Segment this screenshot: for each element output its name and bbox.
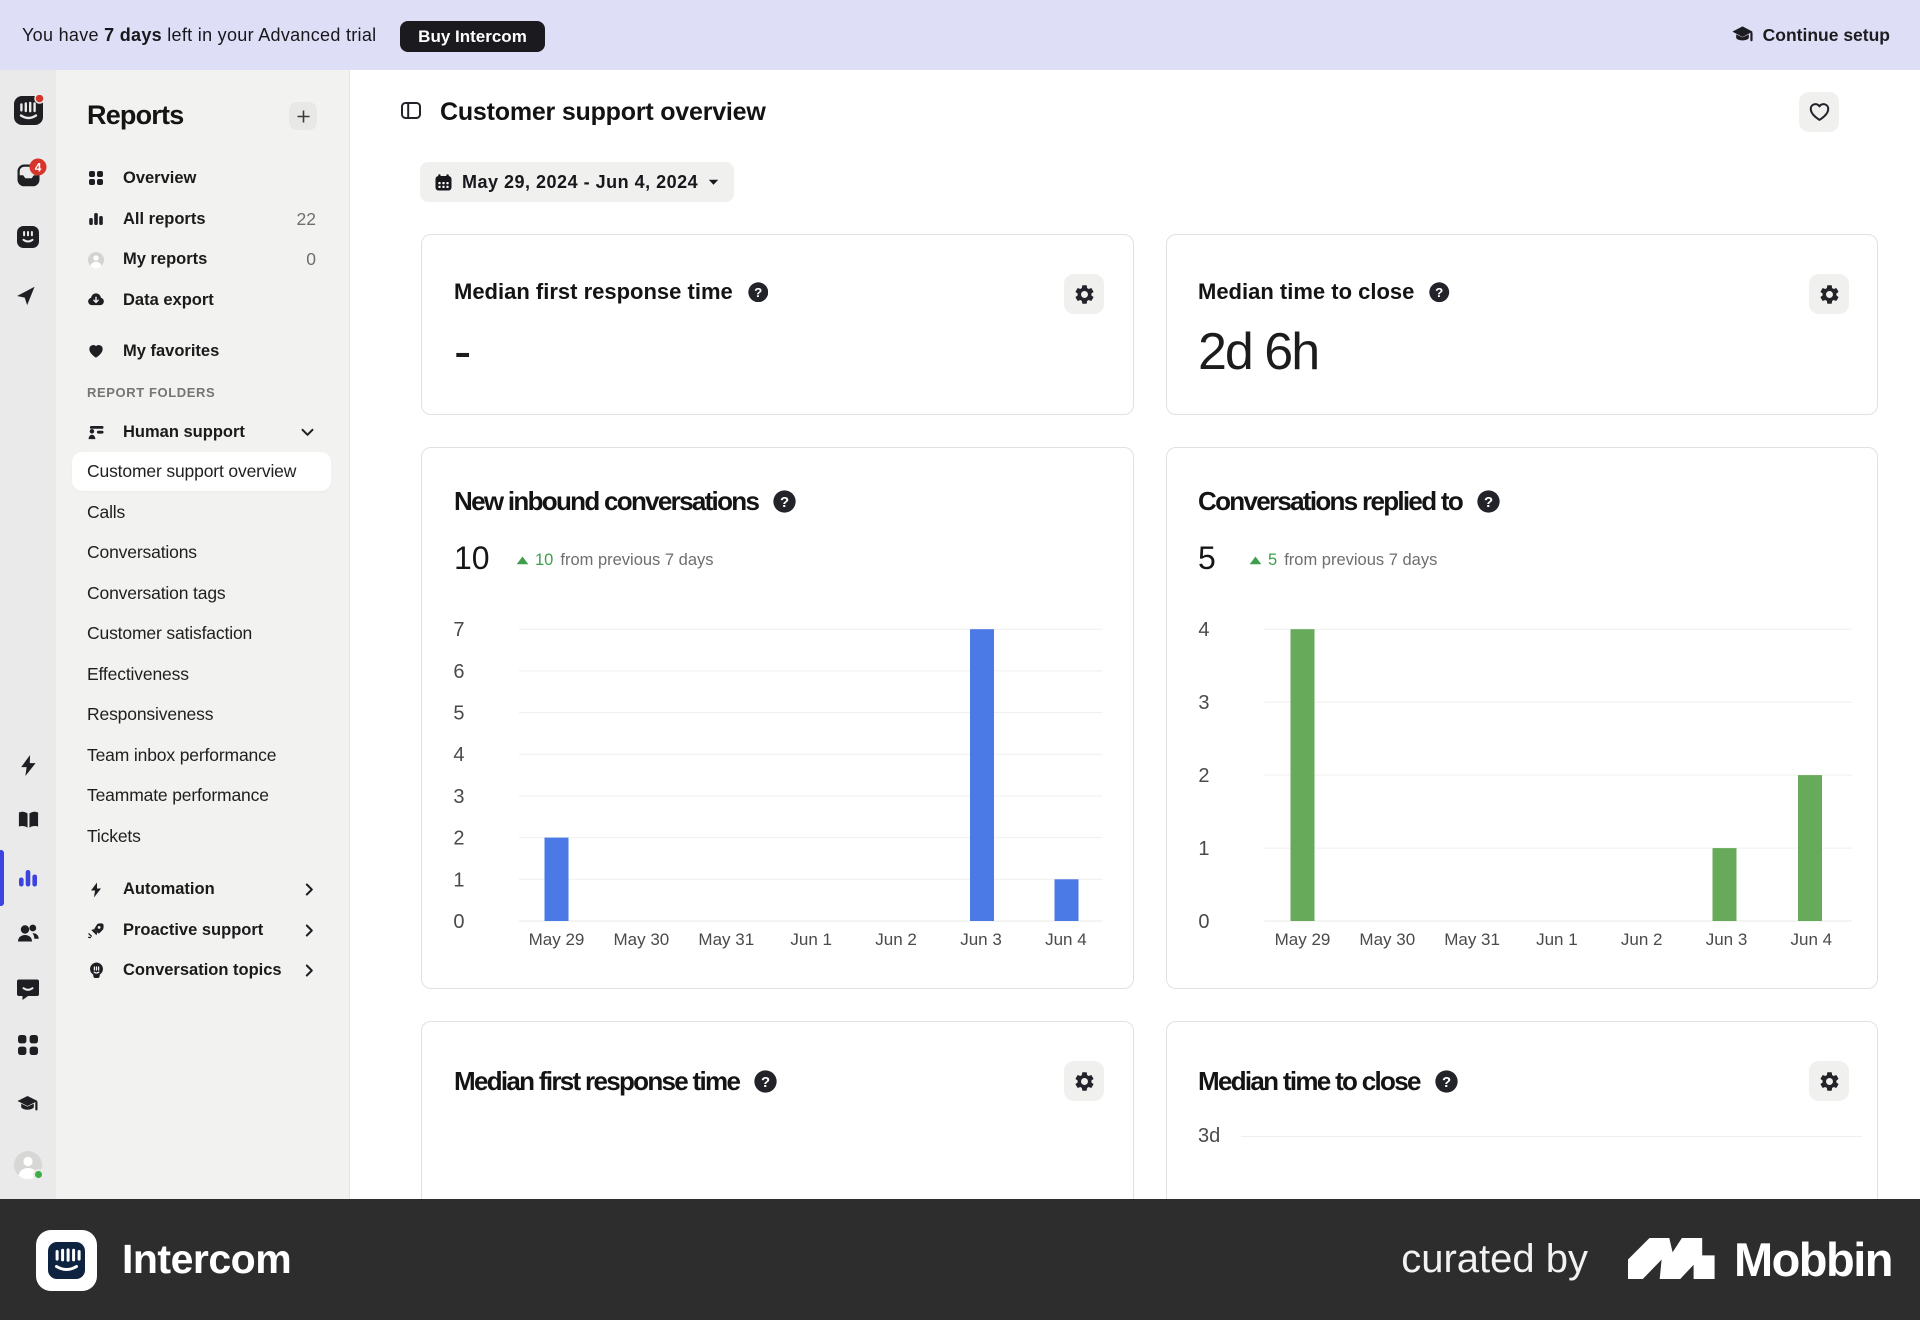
svg-text:4: 4 — [453, 744, 464, 766]
svg-text:Jun 4: Jun 4 — [1045, 930, 1087, 949]
svg-text:4: 4 — [1198, 619, 1209, 641]
svg-text:4: 4 — [35, 160, 42, 174]
svg-text:5: 5 — [453, 703, 464, 725]
svg-text:0: 0 — [1198, 911, 1209, 933]
svg-text:Jun 3: Jun 3 — [1706, 930, 1748, 949]
svg-text:?: ? — [1484, 493, 1493, 510]
svg-text:?: ? — [761, 1073, 770, 1090]
svg-text:3: 3 — [453, 786, 464, 808]
svg-text:May 29: May 29 — [529, 930, 585, 949]
svg-text:1: 1 — [1198, 838, 1209, 860]
svg-text:Jun 4: Jun 4 — [1791, 930, 1833, 949]
svg-text:7: 7 — [453, 619, 464, 641]
svg-text:May 31: May 31 — [698, 930, 754, 949]
svg-text:0: 0 — [453, 911, 464, 933]
svg-text:1: 1 — [453, 869, 464, 891]
svg-text:2: 2 — [1198, 765, 1209, 787]
svg-text:3: 3 — [1198, 692, 1209, 714]
svg-text:?: ? — [1436, 285, 1444, 300]
svg-text:Jun 2: Jun 2 — [875, 930, 917, 949]
svg-text:?: ? — [780, 493, 789, 510]
svg-text:May 30: May 30 — [1359, 930, 1415, 949]
svg-text:Jun 3: Jun 3 — [960, 930, 1002, 949]
svg-text:6: 6 — [453, 661, 464, 683]
svg-text:?: ? — [754, 285, 762, 300]
svg-text:May 29: May 29 — [1275, 930, 1331, 949]
svg-text:May 30: May 30 — [614, 930, 670, 949]
svg-text:2: 2 — [453, 828, 464, 850]
svg-text:Jun 2: Jun 2 — [1621, 930, 1663, 949]
svg-text:Jun 1: Jun 1 — [790, 930, 832, 949]
svg-text:?: ? — [1442, 1073, 1451, 1090]
svg-text:Jun 1: Jun 1 — [1536, 930, 1578, 949]
svg-text:May 31: May 31 — [1444, 930, 1500, 949]
